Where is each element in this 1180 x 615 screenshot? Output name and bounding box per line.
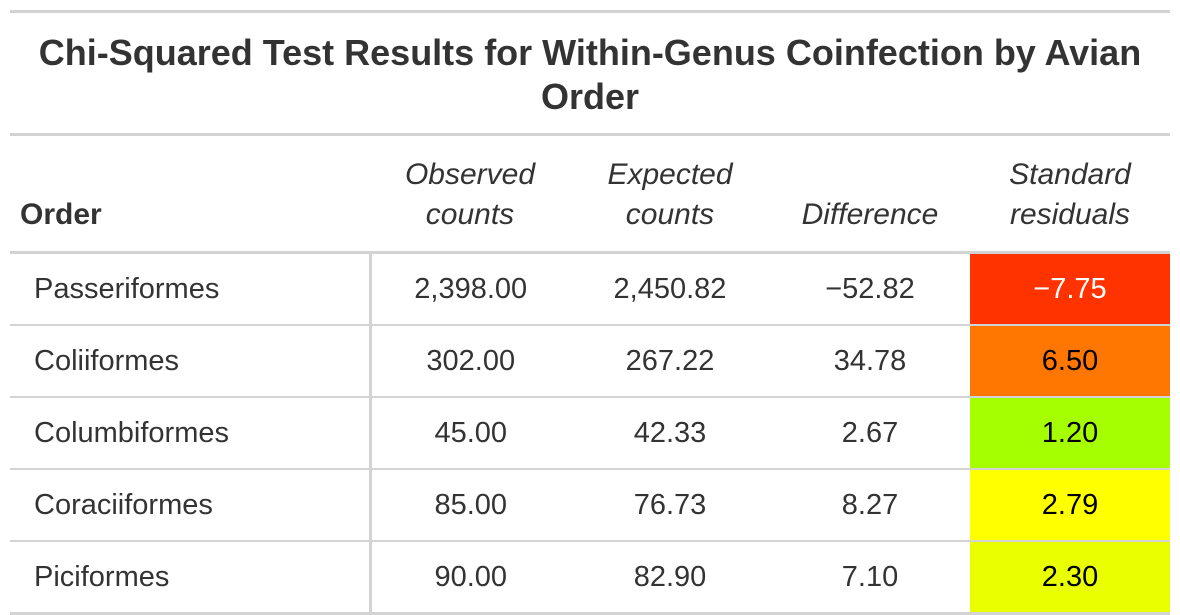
order-cell: Passeriformes — [10, 252, 372, 325]
results-table: Order Observed counts Expected counts Di… — [10, 136, 1170, 615]
residual-cell: 1.20 — [970, 397, 1170, 469]
column-header-expected: Expected counts — [607, 158, 733, 231]
expected-cell: 76.73 — [633, 488, 707, 521]
observed-cell: 85.00 — [434, 488, 508, 521]
table-row: Piciformes 90.00 82.90 7.10 2.30 — [10, 541, 1170, 614]
difference-cell: 34.78 — [833, 344, 907, 377]
expected-cell: 267.22 — [625, 344, 715, 377]
difference-cell: 2.67 — [841, 416, 899, 449]
expected-cell: 42.33 — [633, 416, 707, 449]
table-row: Columbiformes 45.00 42.33 2.67 1.20 — [10, 397, 1170, 469]
column-header-residuals: Standard residuals — [1009, 158, 1131, 231]
observed-cell: 302.00 — [426, 344, 516, 377]
column-header-order: Order — [20, 198, 102, 231]
table-row: Coliiformes 302.00 267.22 34.78 6.50 — [10, 325, 1170, 397]
residual-cell: 2.79 — [970, 469, 1170, 541]
residual-cell: 2.30 — [970, 541, 1170, 614]
difference-cell: 8.27 — [841, 488, 899, 521]
residual-cell: 6.50 — [970, 325, 1170, 397]
observed-cell: 45.00 — [434, 416, 508, 449]
column-header-observed: Observed counts — [404, 158, 536, 231]
top-rule — [10, 10, 1170, 13]
expected-cell: 82.90 — [633, 560, 707, 593]
table-row: Passeriformes 2,398.00 2,450.82 −52.82 −… — [10, 252, 1170, 325]
residual-cell: −7.75 — [970, 252, 1170, 325]
order-cell: Coliiformes — [10, 325, 372, 397]
observed-cell: 2,398.00 — [414, 272, 528, 305]
table-header: Order Observed counts Expected counts Di… — [10, 136, 1170, 253]
header-row: Order Observed counts Expected counts Di… — [10, 136, 1170, 253]
difference-cell: 7.10 — [841, 560, 899, 593]
table-body: Passeriformes 2,398.00 2,450.82 −52.82 −… — [10, 252, 1170, 614]
title-rule — [10, 133, 1170, 136]
expected-cell: 2,450.82 — [613, 272, 727, 305]
order-cell: Coraciiformes — [10, 469, 372, 541]
table-row: Coraciiformes 85.00 76.73 8.27 2.79 — [10, 469, 1170, 541]
order-cell: Columbiformes — [10, 397, 372, 469]
observed-cell: 90.00 — [434, 560, 508, 593]
results-table-container: Chi-Squared Test Results for Within-Genu… — [10, 10, 1170, 615]
column-header-difference: Difference — [801, 198, 939, 231]
table-title: Chi-Squared Test Results for Within-Genu… — [38, 32, 1142, 117]
order-cell: Piciformes — [10, 541, 372, 614]
difference-cell: −52.82 — [825, 272, 915, 305]
